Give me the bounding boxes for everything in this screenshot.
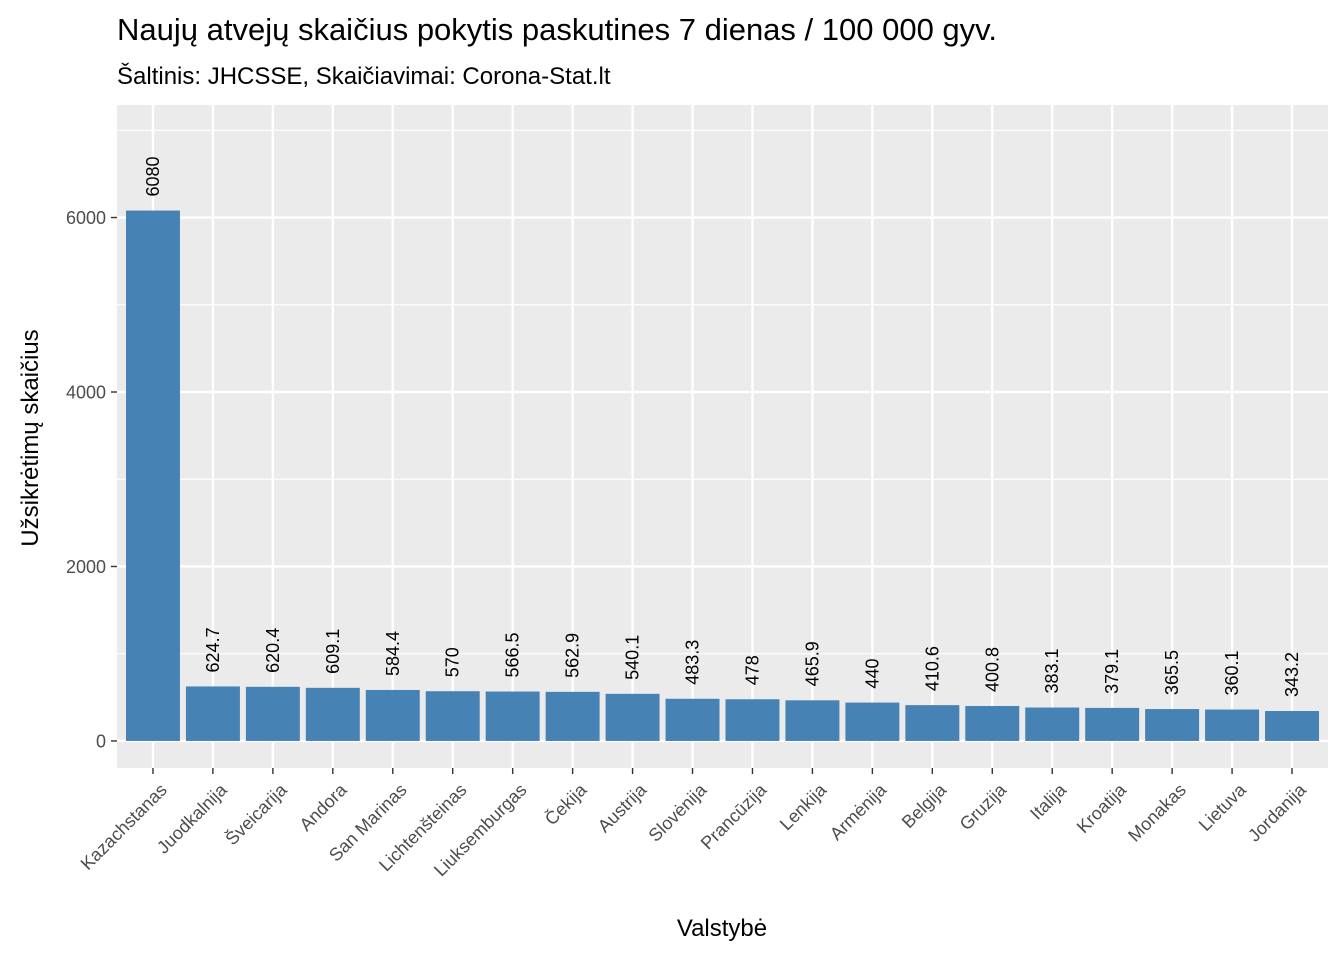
data-label: 360.1 xyxy=(1222,650,1242,695)
bar xyxy=(545,691,600,741)
data-label: 584.4 xyxy=(383,631,403,676)
y-tick-label: 0 xyxy=(96,731,106,751)
minor-gridlines xyxy=(117,129,1328,655)
data-label: 562.9 xyxy=(563,633,583,678)
value-labels: 6080 624.7 620.4 609.1 584.4 570 566.5 562.9 540… xyxy=(143,157,1302,698)
data-label: 566.5 xyxy=(503,632,523,677)
y-tick-label: 6000 xyxy=(66,208,106,228)
data-label: 365.5 xyxy=(1162,650,1182,695)
data-label: 6080 xyxy=(143,157,163,197)
bar xyxy=(185,686,240,741)
data-label: 343.2 xyxy=(1282,652,1302,697)
chart-title: Naujų atvejų skaičius pokytis paskutines… xyxy=(117,12,997,47)
bar xyxy=(425,691,480,741)
data-label: 624.7 xyxy=(203,627,223,672)
bar xyxy=(905,705,960,741)
data-label: 465.9 xyxy=(802,641,822,686)
data-label: 440 xyxy=(862,659,882,689)
bar xyxy=(1145,709,1200,741)
data-label: 620.4 xyxy=(263,628,283,673)
bar xyxy=(605,693,660,741)
bar xyxy=(785,700,840,741)
bar xyxy=(1205,709,1260,741)
bar xyxy=(1265,711,1320,741)
data-label: 483.3 xyxy=(683,640,703,685)
bars xyxy=(125,210,1320,741)
chart-subtitle: Šaltinis: JHCSSE, Skaičiavimai: Corona-S… xyxy=(117,62,611,90)
y-tick-label: 2000 xyxy=(66,557,106,577)
data-label: 540.1 xyxy=(623,635,643,680)
data-label: 609.1 xyxy=(323,629,343,674)
bar xyxy=(965,705,1020,741)
data-label: 410.6 xyxy=(922,646,942,691)
y-axis-title: Užsikrėtimų skaičius xyxy=(17,329,44,546)
data-label: 379.1 xyxy=(1102,649,1122,694)
bar xyxy=(1085,707,1140,741)
bar xyxy=(125,210,180,741)
data-label: 478 xyxy=(742,655,762,685)
y-tick-label: 4000 xyxy=(66,383,106,403)
bar xyxy=(245,686,300,741)
bar xyxy=(365,689,420,741)
bar xyxy=(725,699,780,741)
data-label: 383.1 xyxy=(1042,648,1062,693)
data-label: 400.8 xyxy=(982,647,1002,692)
bar xyxy=(485,691,540,741)
bar xyxy=(845,702,900,741)
y-axis: 0 2000 4000 6000 xyxy=(66,208,117,751)
plot-panel xyxy=(117,105,1328,768)
data-label: 570 xyxy=(443,647,463,677)
bar xyxy=(305,687,360,741)
x-axis-title: Valstybė xyxy=(677,915,767,942)
bar xyxy=(1025,707,1080,741)
bar xyxy=(665,698,720,741)
